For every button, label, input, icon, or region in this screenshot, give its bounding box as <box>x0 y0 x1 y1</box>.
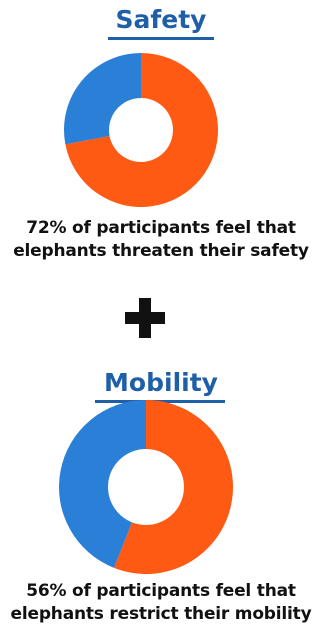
safety-slice-other <box>64 53 141 145</box>
safety-slice-feel-threatened <box>65 53 218 207</box>
mobility-slice-other <box>58 400 146 568</box>
mobility-slice-feel-restricted <box>113 400 233 574</box>
safety-title-underline <box>108 37 214 40</box>
mobility-donut-chart <box>58 400 233 574</box>
safety-title: Safety <box>115 5 207 34</box>
safety-donut-chart <box>64 53 218 207</box>
safety-caption-line-2: elephants threaten their safety <box>13 241 309 261</box>
mobility-caption-line-2: elephants restrict their mobility <box>10 604 312 624</box>
safety-caption-line-1: 72% of participants feel that <box>26 218 296 238</box>
plus-icon <box>0 288 322 348</box>
mobility-caption-line-1: 56% of participants feel that <box>26 581 296 601</box>
plus-icon-vertical-bar <box>139 298 151 338</box>
mobility-title: Mobility <box>104 368 218 397</box>
